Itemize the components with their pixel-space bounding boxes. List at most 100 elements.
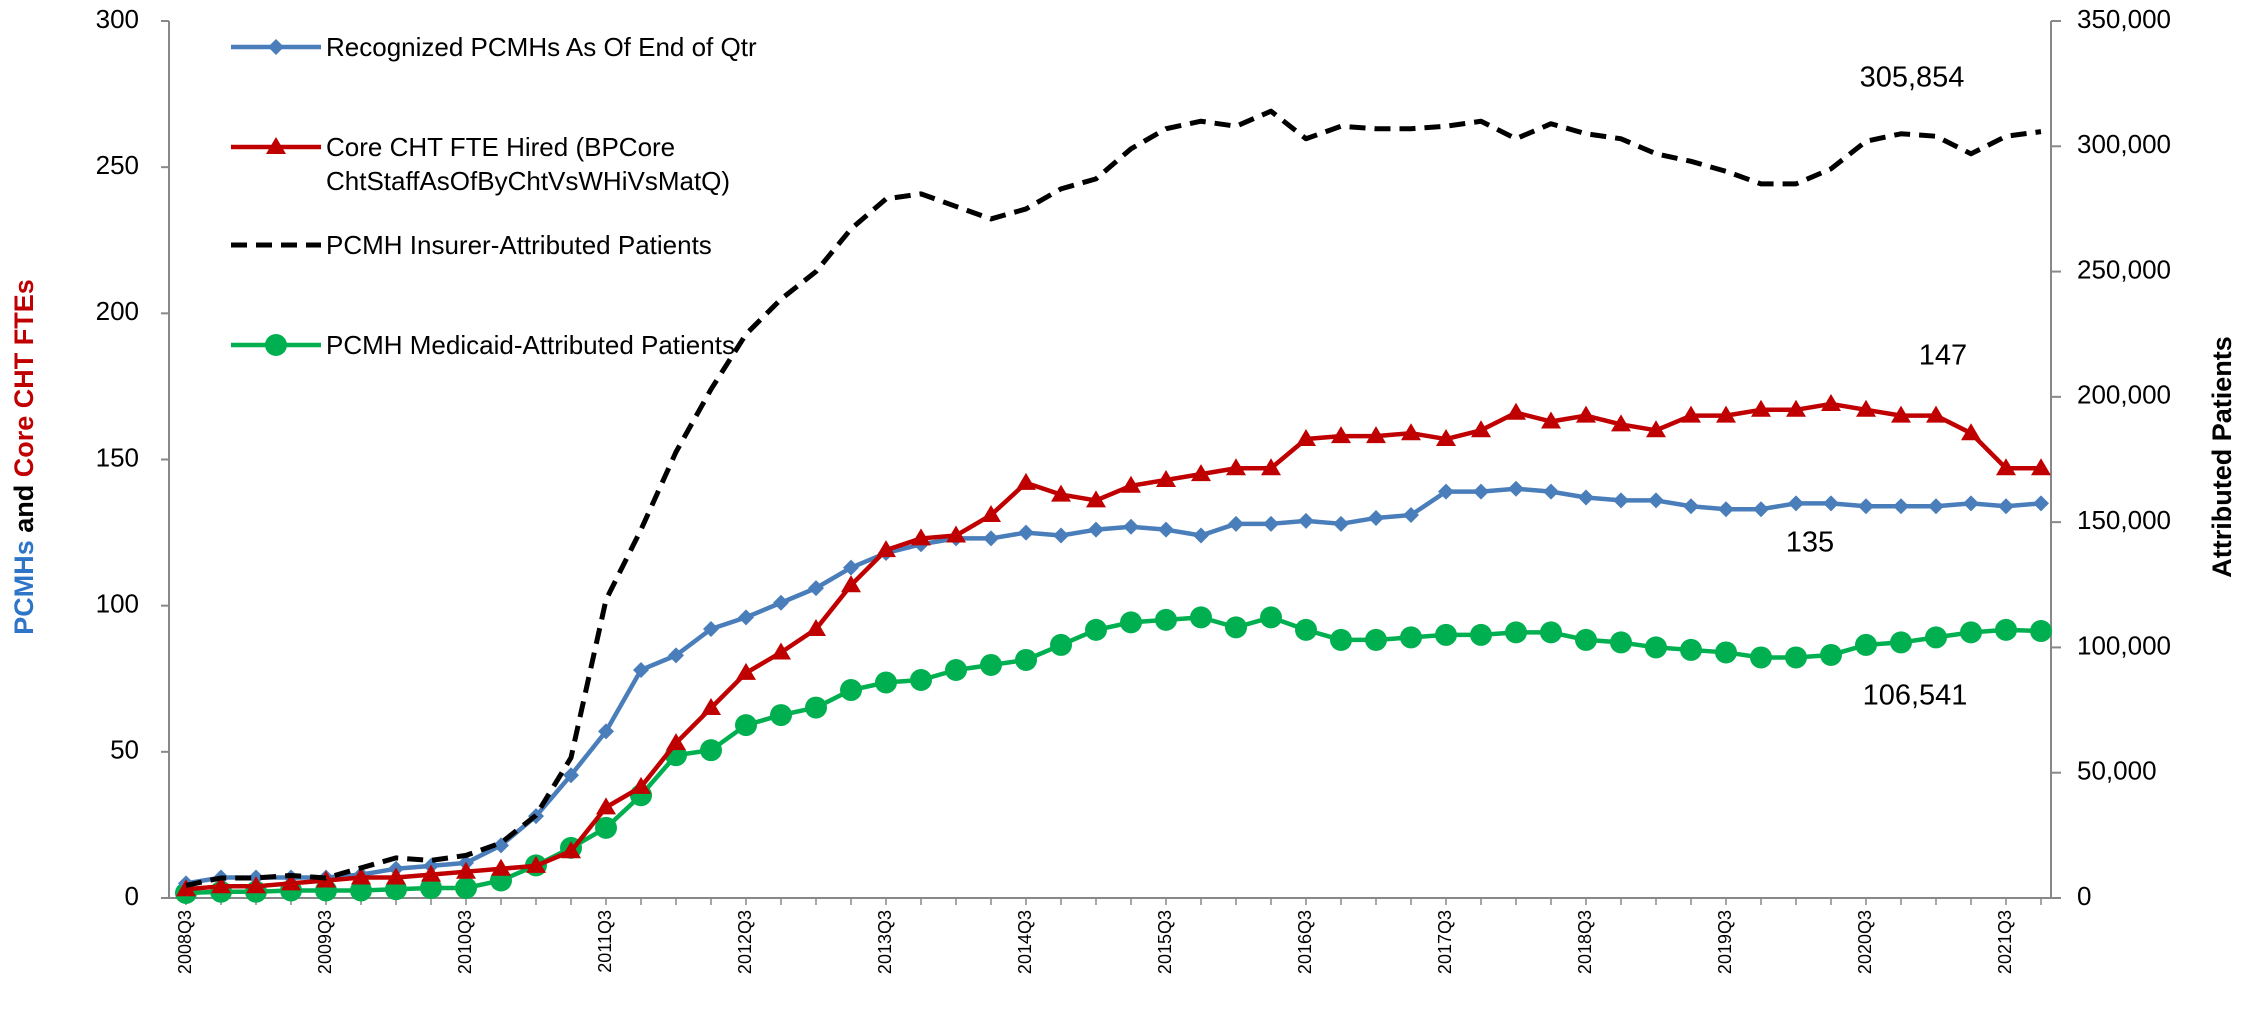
point <box>1998 498 2014 515</box>
point <box>1540 621 1562 644</box>
point <box>771 642 791 660</box>
point <box>1645 636 1667 659</box>
y-tick-label: 0 <box>125 881 139 911</box>
point <box>701 697 721 715</box>
x-tick-label: 2015Q3 <box>1155 910 1175 974</box>
point <box>1050 633 1072 656</box>
point <box>1120 611 1142 634</box>
legend-label: Core CHT FTE Hired (BPCore ChtStaffAsOfB… <box>326 132 731 196</box>
point <box>1366 426 1386 444</box>
point <box>1088 521 1104 538</box>
y2-tick-label: 200,000 <box>2077 380 2171 410</box>
y-tick-label: 150 <box>96 442 139 472</box>
point <box>1611 414 1631 432</box>
y-axis-label: PCMHs and Core CHT FTEs <box>9 279 39 635</box>
point <box>1190 606 1212 629</box>
point <box>526 855 546 873</box>
point <box>1365 628 1387 651</box>
point <box>773 594 789 611</box>
point <box>1578 489 1594 506</box>
x-tick-label: 2018Q3 <box>1575 910 1595 974</box>
point <box>595 816 617 839</box>
point <box>1786 399 1806 417</box>
point <box>456 861 476 879</box>
point <box>840 679 862 702</box>
legend-label: Recognized PCMHs As Of End of Qtr <box>326 32 757 62</box>
point <box>281 873 301 891</box>
x-tick-label: 2009Q3 <box>315 910 335 974</box>
point <box>1646 420 1666 438</box>
point <box>1855 633 1877 656</box>
point <box>736 662 756 680</box>
point <box>176 879 196 897</box>
point <box>1121 475 1141 493</box>
point <box>1330 628 1352 651</box>
point <box>770 704 792 727</box>
point <box>1750 646 1772 669</box>
point <box>1925 626 1947 649</box>
point <box>983 530 999 547</box>
point <box>1016 472 1036 490</box>
legend-swatch <box>231 39 321 55</box>
y-tick-label: 200 <box>96 296 139 326</box>
point <box>1576 405 1596 423</box>
point <box>1155 608 1177 631</box>
point <box>1401 423 1421 441</box>
end-label: 135 <box>1786 527 1834 559</box>
point <box>596 797 616 815</box>
y-axis-label-part: and <box>9 485 39 541</box>
point <box>491 858 511 876</box>
y2-tick-label: 100,000 <box>2077 630 2171 660</box>
x-tick-label: 2013Q3 <box>875 910 895 974</box>
legend-swatch <box>231 242 321 248</box>
point <box>1506 402 1526 420</box>
x-tick-label: 2011Q3 <box>595 910 615 973</box>
point <box>1820 643 1842 666</box>
point <box>1680 638 1702 661</box>
point <box>1891 405 1911 423</box>
point <box>246 876 266 894</box>
point <box>911 528 931 546</box>
point <box>1893 498 1909 515</box>
point <box>1403 507 1419 524</box>
y-tick-label: 50 <box>110 735 139 765</box>
x-tick-label: 2020Q3 <box>1855 910 1875 974</box>
point <box>563 767 579 784</box>
point <box>1260 606 1282 629</box>
y2-tick-label: 350,000 <box>2077 4 2171 34</box>
point <box>735 714 757 737</box>
point <box>1716 405 1736 423</box>
point <box>668 647 684 664</box>
point <box>700 739 722 762</box>
point <box>1470 623 1492 646</box>
y2-tick-label: 50,000 <box>2077 756 2157 786</box>
point <box>1158 521 1174 538</box>
point <box>266 137 286 154</box>
point <box>876 540 896 558</box>
point <box>455 876 477 899</box>
point <box>1960 621 1982 644</box>
point <box>1368 509 1384 526</box>
point <box>1753 501 1769 518</box>
point <box>910 669 932 692</box>
point <box>1961 423 1981 441</box>
x-tick-label: 2008Q3 <box>175 910 195 974</box>
point <box>561 841 581 859</box>
point <box>1473 483 1489 500</box>
point <box>631 776 651 794</box>
point <box>1856 399 1876 417</box>
legend-swatch <box>231 334 321 356</box>
point <box>211 876 231 894</box>
point <box>703 621 719 638</box>
point <box>666 733 686 751</box>
y-tick-label: 250 <box>96 150 139 180</box>
point <box>875 671 897 694</box>
point <box>265 334 287 356</box>
legend-label: PCMH Insurer-Attributed Patients <box>326 230 712 260</box>
point <box>1053 527 1069 544</box>
point <box>386 867 406 885</box>
point <box>2033 495 2049 512</box>
point <box>1858 498 1874 515</box>
